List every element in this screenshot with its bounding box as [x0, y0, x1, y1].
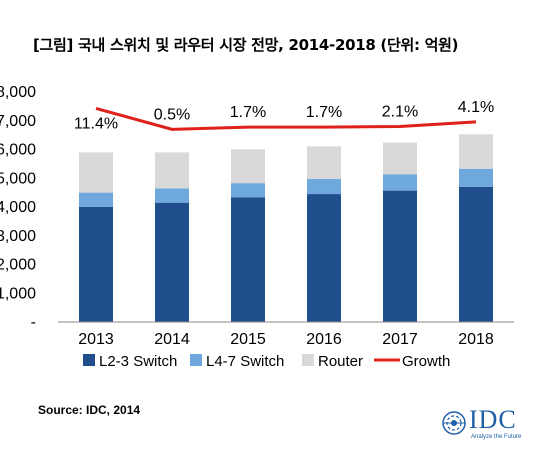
y-tick-label: 7,000: [0, 113, 36, 130]
y-tick-label: 1,000: [0, 285, 36, 302]
bar-l4-7-switch-2014: [155, 188, 189, 203]
x-tick-label: 2017: [382, 331, 418, 348]
logo-brand: IDC: [469, 405, 517, 434]
y-tick-label: 6,000: [0, 142, 36, 159]
chart-title: [그림] 국내 스위치 및 라우터 시장 전망, 2014-2018 (단위: …: [33, 36, 459, 54]
logo-tagline: Analyze the Future: [471, 434, 522, 440]
bar-l2-3-switch-2014: [155, 202, 189, 322]
bar-l4-7-switch-2013: [79, 192, 113, 207]
legend-label: Router: [318, 353, 363, 370]
bar-l4-7-switch-2015: [231, 183, 265, 198]
bar-router-2018: [459, 134, 493, 169]
idc-logo: IDC Analyze the Future: [441, 403, 531, 448]
growth-data-label: 4.1%: [458, 99, 494, 116]
legend-label: Growth: [402, 353, 450, 370]
y-tick-label: 5,000: [0, 170, 36, 187]
growth-data-label: 11.4%: [74, 115, 118, 132]
bar-router-2014: [155, 152, 189, 189]
growth-data-label: 1.7%: [306, 104, 342, 121]
x-tick-label: 2015: [230, 331, 266, 348]
x-tick-label: 2018: [458, 331, 494, 348]
legend-swatch: [302, 354, 314, 366]
growth-line-series: 11.4% 0.5% 1.7% 1.7% 2.1% 4.1%: [74, 99, 494, 132]
y-tick-label: -: [31, 314, 36, 331]
bar-router-2013: [79, 152, 113, 193]
legend: L2-3 Switch L4-7 Switch Router Growth: [83, 353, 450, 370]
bar-series: [79, 134, 493, 322]
x-axis-labels: 2013 2014 2015 2016 2017 2018: [78, 331, 494, 348]
bar-l2-3-switch-2018: [459, 186, 493, 322]
bar-l2-3-switch-2016: [307, 194, 341, 322]
idc-globe-icon: [442, 411, 466, 435]
y-tick-label: 3,000: [0, 228, 36, 245]
legend-swatch: [83, 354, 95, 366]
bar-l4-7-switch-2018: [459, 168, 493, 187]
source-note: Source: IDC, 2014: [38, 403, 141, 417]
y-axis-ticks: - 1,000 2,000 3,000 4,000 5,000 6,000 7,000 8,00…: [0, 84, 36, 331]
growth-data-label: 0.5%: [154, 106, 190, 123]
y-tick-label: 8,000: [0, 84, 36, 101]
x-tick-label: 2016: [306, 331, 342, 348]
market-chart: - 1,000 2,000 3,000 4,000 5,000 6,000 7,000 8,00…: [0, 84, 514, 370]
growth-line: [95, 106, 477, 131]
x-tick-label: 2014: [154, 331, 190, 348]
y-tick-label: 2,000: [0, 257, 36, 274]
legend-label: L4-7 Switch: [206, 353, 284, 370]
bar-l2-3-switch-2017: [383, 190, 417, 322]
bar-l4-7-switch-2017: [383, 174, 417, 191]
bar-router-2016: [307, 146, 341, 179]
growth-data-label: 1.7%: [230, 104, 266, 121]
bar-router-2017: [383, 142, 417, 175]
bar-router-2015: [231, 149, 265, 184]
legend-swatch: [190, 354, 202, 366]
bar-l4-7-switch-2016: [307, 178, 341, 195]
legend-label: L2-3 Switch: [99, 353, 177, 370]
bar-l2-3-switch-2013: [79, 207, 113, 322]
x-tick-label: 2013: [78, 331, 114, 348]
y-tick-label: 4,000: [0, 199, 36, 216]
growth-data-label: 2.1%: [382, 104, 418, 121]
bar-l2-3-switch-2015: [231, 197, 265, 322]
